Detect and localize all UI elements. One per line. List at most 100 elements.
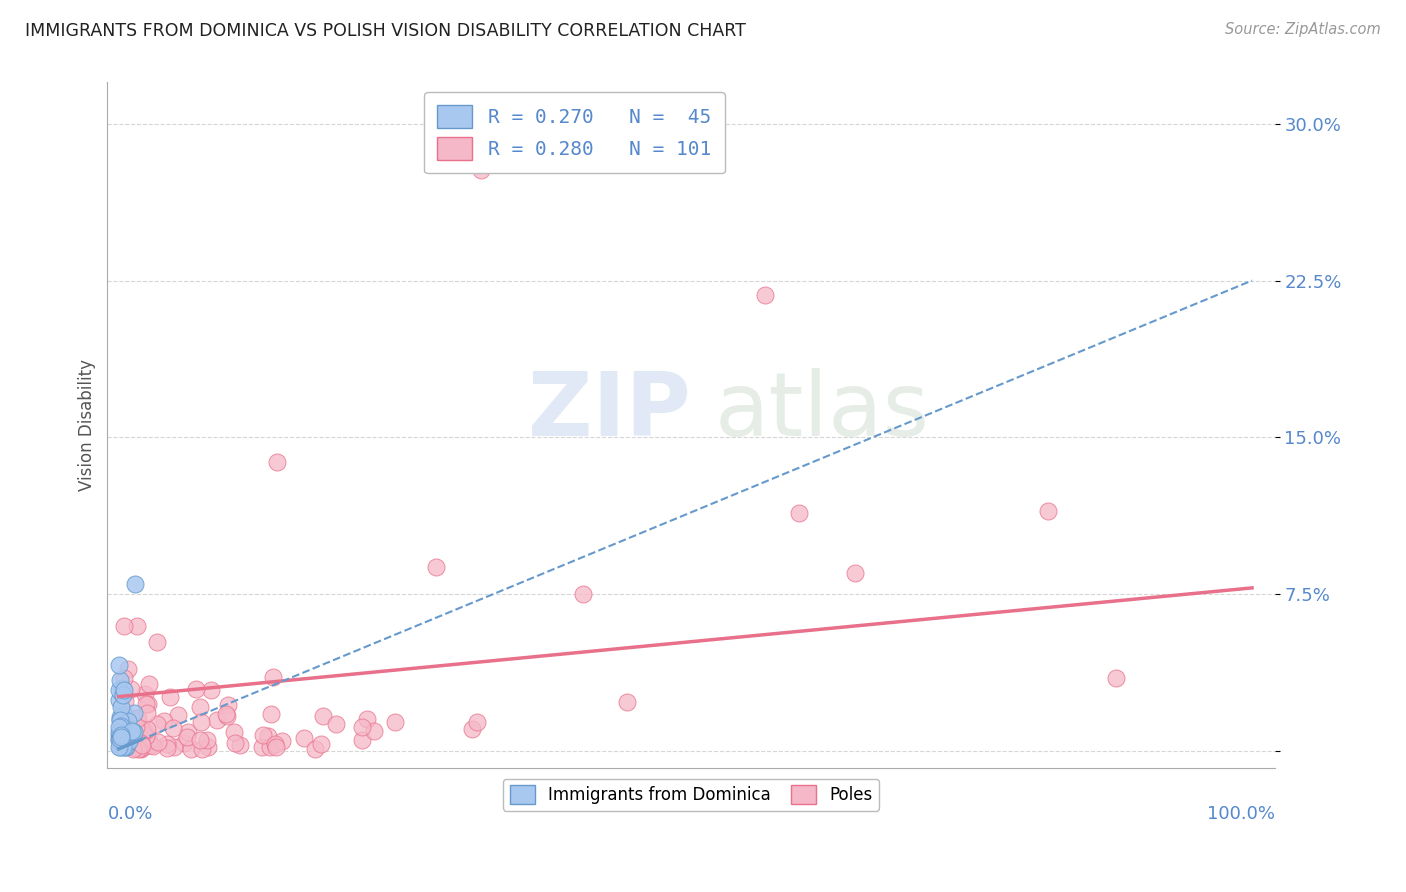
Point (121, 718, 143, 732)
Point (135, 729, 157, 743)
Point (312, 709, 335, 723)
Point (197, 739, 219, 754)
Point (112, 704, 135, 718)
Point (311, 737, 333, 751)
Point (112, 736, 135, 750)
Point (125, 720, 148, 734)
Point (125, 618, 148, 632)
Point (325, 717, 347, 731)
Point (131, 738, 153, 752)
Point (188, 700, 211, 714)
Point (122, 706, 145, 720)
Point (124, 740, 146, 755)
Point (224, 736, 246, 750)
Point (304, 742, 326, 756)
Point (270, 734, 292, 748)
Point (108, 693, 131, 707)
Point (127, 711, 149, 725)
Point (112, 618, 135, 632)
Point (159, 690, 181, 705)
Point (118, 736, 141, 750)
Point (121, 723, 143, 738)
Point (110, 699, 132, 714)
Point (120, 723, 142, 738)
Point (120, 727, 142, 741)
Point (167, 708, 190, 723)
Point (108, 657, 131, 672)
Legend: Immigrants from Dominica, Poles: Immigrants from Dominica, Poles (503, 779, 879, 811)
Point (122, 742, 145, 756)
Point (108, 739, 131, 754)
Point (131, 722, 153, 736)
Point (136, 706, 159, 720)
Point (112, 683, 135, 698)
Point (114, 739, 136, 754)
Point (124, 576, 146, 591)
Point (110, 719, 132, 733)
Point (465, 714, 488, 729)
Point (260, 707, 283, 722)
Point (111, 739, 134, 753)
Point (114, 724, 136, 739)
Point (217, 698, 239, 712)
Point (110, 713, 132, 727)
Point (112, 708, 135, 723)
Point (108, 725, 131, 739)
Point (129, 742, 152, 756)
Point (217, 708, 239, 723)
Point (200, 682, 222, 697)
Point (250, 740, 273, 755)
Point (108, 710, 131, 724)
Text: 0.0%: 0.0% (107, 805, 153, 823)
Point (122, 725, 145, 739)
Point (384, 715, 406, 730)
Point (136, 722, 159, 736)
Point (120, 681, 142, 696)
Point (142, 739, 165, 753)
Point (117, 714, 139, 728)
Point (152, 714, 174, 728)
Point (207, 713, 229, 727)
Point (195, 732, 218, 747)
Point (1105, 671, 1128, 685)
Point (111, 721, 134, 735)
Point (108, 739, 131, 754)
Point (127, 724, 149, 739)
Point (176, 731, 198, 745)
Point (129, 740, 152, 755)
Point (111, 687, 134, 701)
Point (146, 635, 169, 649)
Point (131, 724, 153, 739)
Point (108, 673, 131, 688)
Point (266, 455, 288, 469)
Point (108, 728, 131, 742)
Point (190, 715, 212, 730)
Point (111, 688, 134, 702)
Point (229, 739, 252, 753)
Point (110, 728, 132, 742)
Point (162, 721, 184, 735)
Point (110, 735, 132, 749)
Point (110, 731, 132, 746)
Point (1036, 503, 1059, 517)
Point (363, 724, 385, 739)
Point (118, 731, 141, 745)
Point (108, 720, 131, 734)
Point (754, 288, 776, 302)
Point (214, 706, 236, 721)
Point (136, 698, 159, 712)
Point (163, 740, 186, 755)
Point (787, 506, 810, 520)
Point (118, 734, 141, 748)
Point (127, 742, 149, 756)
Point (135, 697, 157, 711)
Point (115, 727, 138, 741)
Point (117, 724, 139, 739)
Point (350, 732, 373, 747)
Y-axis label: Vision Disability: Vision Disability (79, 359, 96, 491)
Point (138, 738, 160, 752)
Point (112, 671, 135, 685)
Point (129, 736, 152, 750)
Point (134, 687, 156, 701)
Text: atlas: atlas (714, 368, 929, 455)
